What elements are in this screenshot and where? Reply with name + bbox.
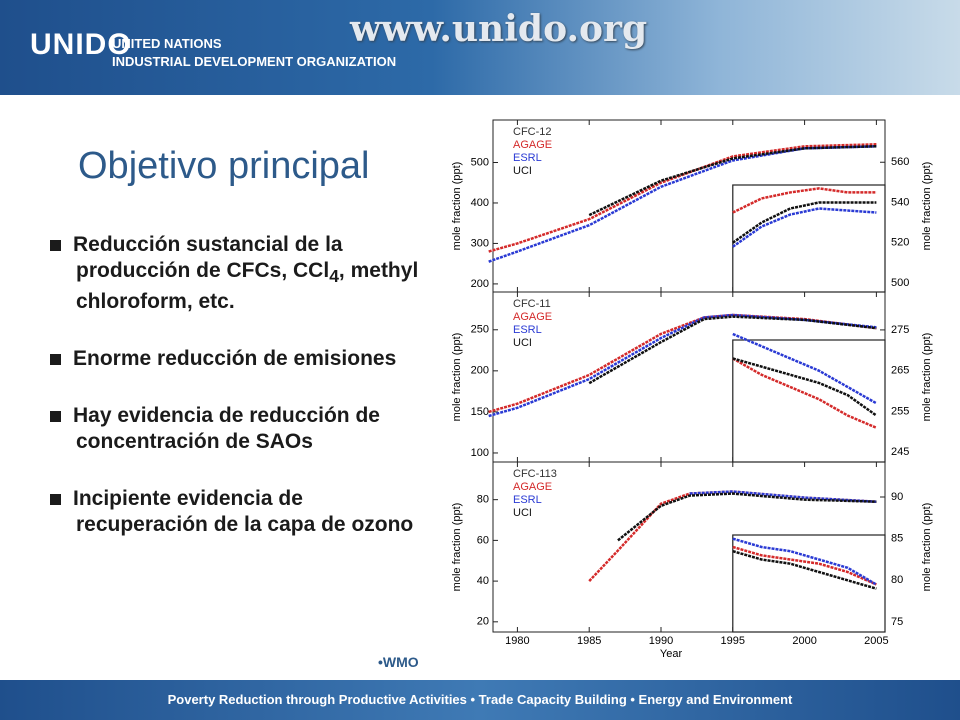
y-tick-label: 20	[477, 616, 489, 628]
x-tick-label: 1990	[649, 635, 673, 647]
y2-tick-label: 245	[891, 446, 909, 458]
y-tick-label: 40	[477, 575, 489, 587]
y2-tick-label: 255	[891, 405, 909, 417]
series-line	[588, 145, 877, 217]
header: UNIDO UNITED NATIONS INDUSTRIAL DEVELOPM…	[0, 0, 960, 95]
legend-entry: ESRL	[513, 152, 542, 164]
y2-tick-label: 75	[891, 616, 903, 628]
y2-axis-label: mole fraction (ppt)	[921, 162, 933, 251]
bullet-text: , methyl chloroform, etc.	[76, 259, 419, 314]
y-tick-label: 250	[471, 324, 489, 336]
bullet-text: Hay evidencia de reducción de concentrac…	[73, 404, 380, 454]
panel-title: CFC-12	[513, 126, 552, 138]
y-axis-label: mole fraction (ppt)	[451, 333, 463, 422]
series-line	[488, 143, 877, 253]
panel-title: CFC-113	[513, 468, 557, 480]
inset-line	[732, 187, 877, 214]
y-tick-label: 300	[471, 237, 489, 249]
y2-tick-label: 265	[891, 365, 909, 377]
y2-axis-label: mole fraction (ppt)	[921, 333, 933, 422]
inset-frame	[732, 534, 886, 633]
series-line	[689, 490, 877, 503]
y-tick-label: 60	[477, 534, 489, 546]
panel-title: CFC-11	[513, 298, 551, 310]
bullet: Enorme reducción de emisiones	[50, 346, 435, 372]
y-axis-label: mole fraction (ppt)	[451, 503, 463, 592]
inset-line	[732, 357, 877, 429]
bullet: Reducción sustancial de la producción de…	[50, 232, 435, 315]
y-tick-label: 150	[471, 406, 489, 418]
source: •WMO	[378, 654, 419, 670]
y-tick-label: 200	[471, 365, 489, 377]
x-tick-label: 2005	[864, 635, 888, 647]
y-tick-label: 200	[471, 278, 489, 290]
legend-entry: AGAGE	[513, 311, 552, 323]
x-tick-label: 1995	[721, 635, 745, 647]
slide-title: Objetivo principal	[78, 145, 370, 187]
legend-entry: ESRL	[513, 324, 542, 336]
y2-tick-label: 275	[891, 324, 909, 336]
y-axis-label: mole fraction (ppt)	[451, 162, 463, 251]
y2-tick-label: 85	[891, 533, 903, 545]
y2-tick-label: 520	[891, 237, 909, 249]
legend-entry: ESRL	[513, 494, 542, 506]
inset-line	[732, 357, 878, 417]
inset-line	[732, 201, 877, 244]
series-line	[488, 145, 877, 263]
bullet: Hay evidencia de reducción de concentrac…	[50, 403, 435, 455]
legend-entry: UCI	[513, 337, 532, 349]
y2-tick-label: 560	[891, 156, 909, 168]
bullet-list: Reducción sustancial de la producción de…	[50, 232, 435, 569]
inset-line	[732, 537, 878, 586]
y2-tick-label: 540	[891, 196, 909, 208]
y-tick-label: 80	[477, 494, 489, 506]
y2-axis-label: mole fraction (ppt)	[921, 503, 933, 592]
y2-tick-label: 90	[891, 491, 903, 503]
legend-entry: UCI	[513, 507, 532, 519]
subscript: 4	[329, 266, 339, 287]
x-tick-label: 1985	[577, 635, 601, 647]
y2-tick-label: 80	[891, 574, 903, 586]
inset-line	[732, 207, 877, 248]
legend-entry: AGAGE	[513, 139, 552, 151]
inset-line	[732, 549, 877, 590]
org-name: UNITED NATIONS	[112, 36, 222, 51]
inset-line	[732, 545, 877, 586]
org-name: INDUSTRIAL DEVELOPMENT ORGANIZATION	[112, 54, 397, 69]
bullet: Incipiente evidencia de recuperación de …	[50, 486, 435, 538]
legend-entry: AGAGE	[513, 481, 552, 493]
y2-tick-label: 500	[891, 277, 909, 289]
x-tick-label: 1980	[505, 635, 529, 647]
x-tick-label: 2000	[792, 635, 816, 647]
series-line	[617, 492, 877, 542]
bullet-text: Reducción sustancial de la producción de…	[73, 233, 343, 282]
footer: Poverty Reduction through Productive Act…	[0, 680, 960, 720]
y-tick-label: 500	[471, 156, 489, 168]
logo: UNIDO	[30, 28, 132, 61]
bullet-text: Enorme reducción de emisiones	[73, 347, 397, 371]
website: www.unido.org	[350, 8, 648, 50]
legend-entry: UCI	[513, 165, 532, 177]
y-tick-label: 400	[471, 197, 489, 209]
inset-line	[732, 332, 878, 405]
y-tick-label: 100	[471, 447, 489, 459]
inset-frame	[732, 339, 886, 463]
x-axis-label: Year	[660, 648, 683, 660]
bullet-text: Incipiente evidencia de recuperación de …	[73, 487, 414, 537]
series-line	[588, 315, 877, 385]
